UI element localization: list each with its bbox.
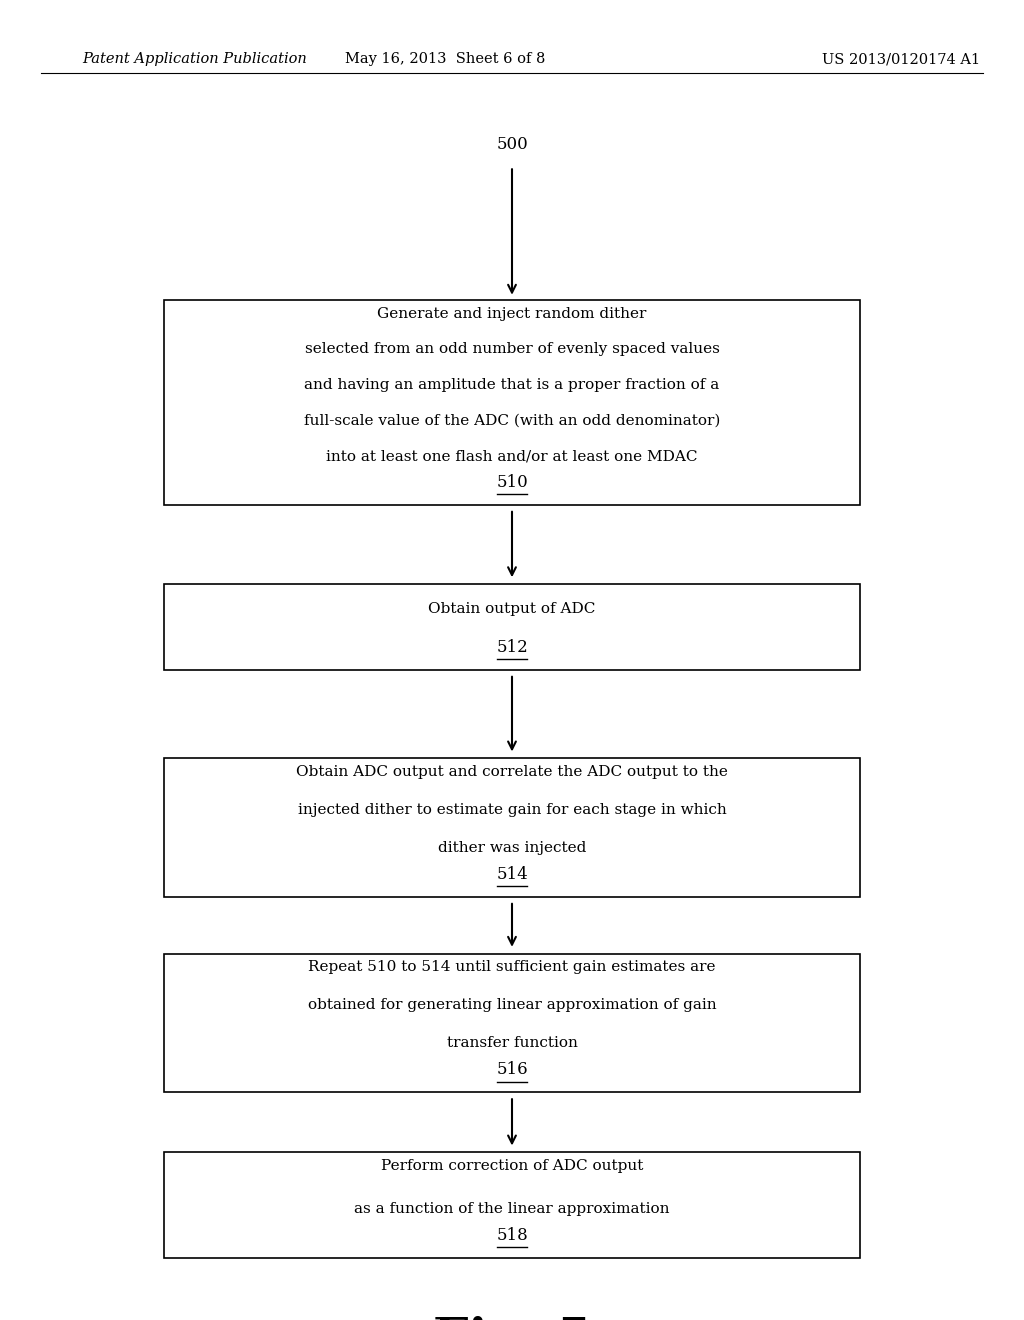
Text: 512: 512	[496, 639, 528, 656]
Text: obtained for generating linear approximation of gain: obtained for generating linear approxima…	[307, 998, 717, 1012]
Text: 518: 518	[496, 1228, 528, 1243]
Text: 516: 516	[497, 1061, 527, 1078]
Text: Generate and inject random dither: Generate and inject random dither	[377, 306, 647, 321]
Bar	[164, 301, 860, 506]
Bar	[164, 758, 860, 898]
Bar	[164, 1152, 860, 1258]
Text: full-scale value of the ADC (with an odd denominator): full-scale value of the ADC (with an odd…	[304, 413, 720, 428]
Text: into at least one flash and/or at least one MDAC: into at least one flash and/or at least …	[327, 449, 697, 463]
Text: transfer function: transfer function	[446, 1036, 578, 1051]
Text: 514: 514	[496, 866, 528, 883]
Text: Perform correction of ADC output: Perform correction of ADC output	[381, 1159, 643, 1172]
Text: 510: 510	[496, 474, 528, 491]
Text: selected from an odd number of evenly spaced values: selected from an odd number of evenly sp…	[304, 342, 720, 356]
Text: 500: 500	[496, 136, 528, 153]
Text: as a function of the linear approximation: as a function of the linear approximatio…	[354, 1203, 670, 1216]
Text: and having an amplitude that is a proper fraction of a: and having an amplitude that is a proper…	[304, 378, 720, 392]
Text: injected dither to estimate gain for each stage in which: injected dither to estimate gain for eac…	[298, 803, 726, 817]
Text: US 2013/0120174 A1: US 2013/0120174 A1	[822, 53, 980, 66]
Text: dither was injected: dither was injected	[438, 841, 586, 855]
Text: Obtain ADC output and correlate the ADC output to the: Obtain ADC output and correlate the ADC …	[296, 764, 728, 779]
Text: Patent Application Publication: Patent Application Publication	[82, 53, 306, 66]
Bar	[164, 583, 860, 671]
Text: Obtain output of ADC: Obtain output of ADC	[428, 602, 596, 616]
Bar	[164, 953, 860, 1093]
Text: Repeat 510 to 514 until sufficient gain estimates are: Repeat 510 to 514 until sufficient gain …	[308, 960, 716, 974]
Text: May 16, 2013  Sheet 6 of 8: May 16, 2013 Sheet 6 of 8	[345, 53, 546, 66]
Text: Fig. 5: Fig. 5	[432, 1315, 592, 1320]
